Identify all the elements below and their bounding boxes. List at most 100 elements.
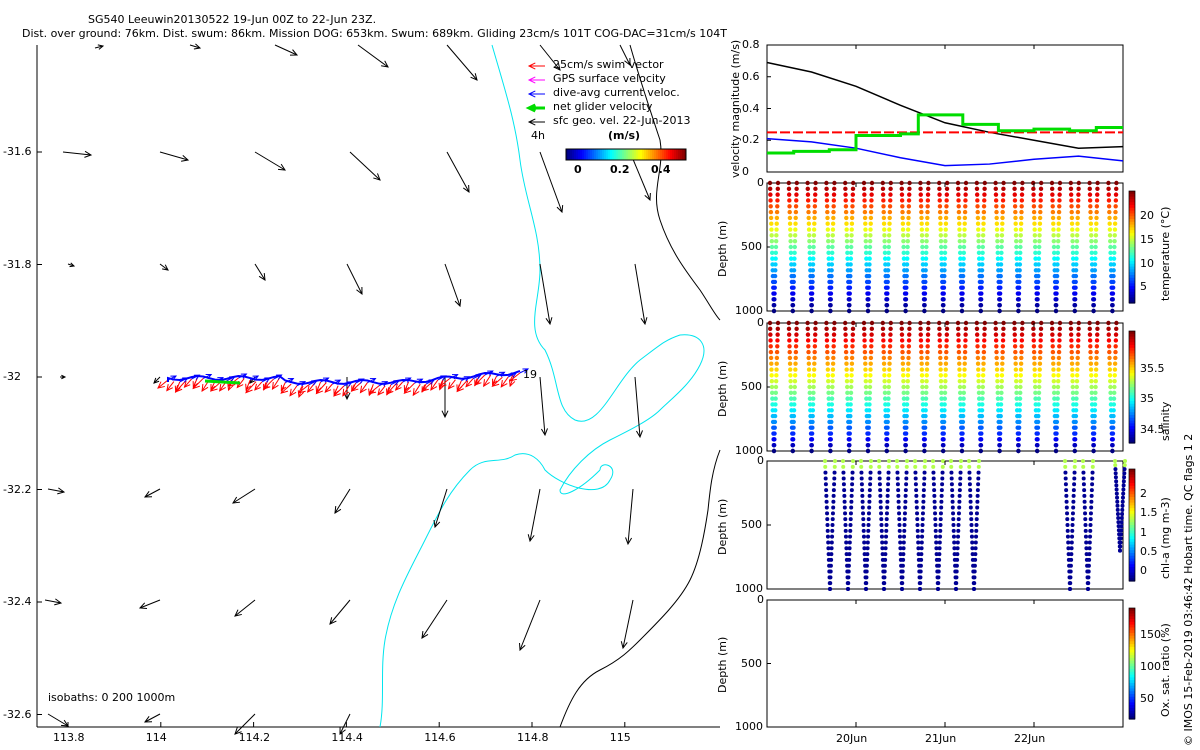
chla-profile-point (1113, 463, 1118, 468)
geo-velocity-arrow-head (138, 602, 148, 609)
geo-velocity-arrow-head (454, 298, 462, 308)
chla-profile-point (1082, 493, 1087, 498)
chla-profile-point (939, 488, 944, 493)
salinity-profile-point (905, 396, 910, 401)
chla-profile-point (937, 552, 942, 557)
chla-profile-point (1115, 495, 1120, 500)
salinity-profile-point (824, 332, 829, 337)
temperature-profile-point (888, 186, 893, 192)
salinity-profile-point (920, 396, 925, 401)
temperature-profile-point (862, 198, 867, 203)
temperature-profile-point (848, 256, 854, 261)
temperature-profile-point (962, 209, 968, 215)
chla-profile-point (1120, 507, 1125, 512)
geo-velocity-arrow-head (234, 727, 242, 735)
salinity-profile-point (794, 332, 799, 337)
salinity-profile-point (1035, 448, 1040, 454)
salinity-colorbar-cell (1129, 440, 1135, 444)
legend-arrow-3-head (525, 103, 536, 113)
temperature-profile-point (775, 180, 781, 186)
temperature-profile-point (792, 238, 798, 244)
temperature-profile-point (775, 192, 780, 197)
salinity-profile-point (1051, 361, 1056, 366)
temperature-profile-point (831, 192, 837, 197)
oxygen-colorbar-cell (1129, 691, 1135, 695)
temperature-profile-point (788, 227, 793, 232)
chla-profile-point (862, 546, 867, 551)
temperature-profile-point (1093, 233, 1099, 238)
chla-profile-point (1120, 499, 1125, 504)
salinity-profile-point (768, 355, 774, 361)
oxygen-ylabel: Depth (m) (716, 636, 729, 693)
salinity-profile-point (1037, 384, 1042, 390)
chla-profile-point (1121, 479, 1126, 484)
temperature-y-tick-label: 0 (757, 176, 764, 189)
chla-profile-point (957, 505, 962, 510)
salinity-profile-point (1089, 384, 1094, 390)
salinity-profile-point (847, 442, 852, 448)
temperature-profile-point (937, 204, 943, 209)
temperature-profile-point (919, 227, 925, 232)
chla-profile-point (949, 476, 954, 481)
salinity-profile-point (1107, 349, 1112, 355)
salinity-profile-point (843, 326, 848, 332)
temperature-profile-point (1074, 244, 1080, 250)
geo-velocity-arrow (153, 376, 161, 384)
salinity-profile-point (869, 326, 875, 332)
chla-profile-point (877, 476, 882, 481)
temperature-colorbar-cell (1129, 266, 1135, 270)
salinity-profile-point (1107, 355, 1112, 361)
temperature-profile-point (845, 244, 850, 250)
temperature-profile-point (994, 209, 999, 215)
chla-profile-point (937, 546, 942, 551)
temperature-profile-point (1051, 233, 1056, 238)
salinity-profile-point (1000, 338, 1006, 343)
geo-velocity-arrow-head (258, 272, 266, 281)
temperature-profile-point (868, 227, 873, 232)
temperature-profile-point (923, 268, 928, 273)
temperature-profile-point (1094, 209, 1099, 215)
temperature-profile-point (869, 186, 875, 192)
temperature-colorbar-cell (1129, 196, 1135, 200)
salinity-profile-point (886, 384, 891, 390)
temperature-profile-point (925, 209, 930, 215)
temperature-colorbar-cell (1129, 283, 1135, 287)
temperature-profile-point (772, 285, 777, 290)
salinity-profile-point (772, 431, 777, 436)
geo-velocity-arrow-head (640, 317, 648, 326)
geo-velocity-arrow-head (463, 184, 470, 194)
chla-profile-point (830, 517, 835, 522)
temperature-colorbar-cell (1129, 230, 1135, 234)
temperature-profile-point (924, 250, 929, 256)
temperature-profile-point (812, 215, 817, 221)
temperature-profile-point (904, 285, 909, 290)
salinity-profile-point (807, 390, 812, 396)
salinity-colorbar-cell (1129, 342, 1135, 346)
salinity-profile-point (1114, 326, 1119, 332)
salinity-profile-point (794, 338, 799, 343)
temperature-profile-point (938, 227, 943, 232)
geo-velocity-arrow-head (153, 377, 160, 384)
salinity-profile-point (926, 320, 931, 326)
temperature-profile-point (831, 204, 836, 209)
salinity-profile-point (862, 344, 867, 349)
temperature-profile-point (867, 256, 872, 261)
temperature-profile-point (792, 233, 798, 238)
temperature-profile-point (993, 192, 999, 197)
temperature-colorbar-cell (1129, 294, 1135, 298)
temperature-profile-point (904, 273, 909, 279)
swim-vector-arrow-head (508, 379, 516, 388)
chla-profile-point (867, 505, 872, 510)
temperature-profile-point (867, 250, 873, 256)
salinity-profile-point (829, 402, 835, 407)
salinity-profile-point (770, 396, 775, 401)
chla-profile-point (1115, 511, 1120, 516)
chla-profile-point (1083, 517, 1088, 522)
salinity-profile-point (900, 361, 906, 366)
salinity-profile-point (941, 425, 947, 430)
swim-vector-arrow-head (324, 385, 332, 393)
legend-colorbar-cell (656, 149, 659, 160)
temperature-profile-point (882, 233, 887, 238)
temperature-profile-point (904, 268, 910, 273)
salinity-profile-point (865, 448, 871, 454)
